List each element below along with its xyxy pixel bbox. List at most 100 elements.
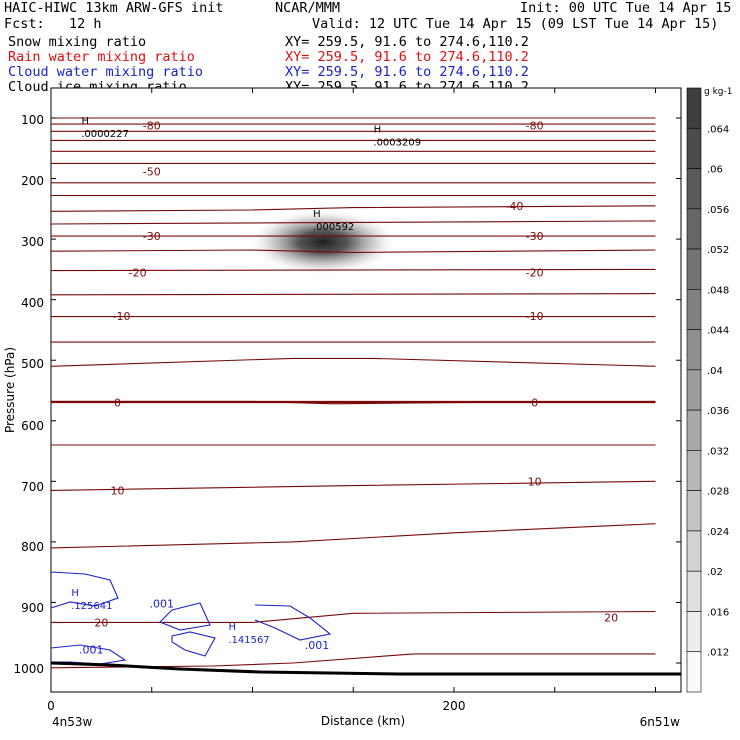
extremum-mark: H: [71, 588, 79, 599]
colorbar-segment: [686, 289, 702, 330]
colorbar-segment: [686, 611, 702, 653]
isotherm-label: -40: [505, 200, 523, 213]
colorbar-label: .056: [707, 205, 729, 216]
isotherm-label: -10: [113, 310, 131, 323]
isotherm-label: 20: [604, 612, 618, 625]
colorbar-segment: [686, 450, 702, 491]
colorbar-label: .012: [707, 648, 729, 659]
isotherm-label: -80: [143, 119, 161, 132]
isotherm-label: -30: [143, 230, 161, 243]
isotherm-label: 0: [531, 397, 538, 410]
field-cloudwater-xy: XY= 259.5, 91.6 to 274.6,110.2: [285, 64, 529, 80]
extremum-marker: H .000592: [313, 209, 354, 233]
cloud-water-contour: [50, 571, 119, 609]
plot-frame: [50, 87, 682, 693]
axis-tick-labels: 100 200 300 400 500 600 700 800 900 1000…: [3, 87, 732, 729]
y-tick-label: 600: [21, 419, 44, 433]
colorbar-label: .044: [707, 326, 729, 337]
isotherm-label: -30: [526, 230, 544, 243]
colorbar-segment: [686, 87, 702, 129]
extremum-mark: H: [313, 209, 321, 220]
y-tick-label: 400: [21, 296, 44, 310]
colorbar-label: .04: [707, 366, 723, 377]
extremum-value: .0003209: [373, 137, 421, 148]
colorbar-label: .048: [707, 285, 729, 296]
shaded-maximum: [251, 210, 396, 275]
left-endpoint-label: 4n53w: [52, 715, 93, 729]
colorbar-label: .06: [707, 165, 723, 176]
extremum-value: .0000227: [81, 129, 129, 140]
y-tick-label: 200: [21, 174, 44, 188]
y-tick-label: 100: [21, 113, 44, 127]
colorbar-segment: [686, 329, 702, 371]
isotherm-label: -10: [526, 310, 544, 323]
valid-time: Valid: 12 UTC Tue 14 Apr 15 (09 LST Tue …: [312, 16, 719, 32]
model-title: HAIC-HIWC 13km ARW-GFS init: [4, 0, 224, 16]
colorbar-segment: [686, 570, 702, 612]
colorbar-label: .036: [707, 406, 729, 417]
x-axis-label: Distance (km): [321, 714, 405, 728]
colorbar-label: .032: [707, 446, 729, 457]
y-tick-label: 300: [21, 235, 44, 249]
field-snow-xy: XY= 259.5, 91.6 to 274.6,110.2: [285, 34, 529, 50]
colorbar-unit: g kg-1: [704, 87, 732, 97]
isotherm-label: -20: [129, 266, 147, 279]
isotherm-line: [50, 205, 656, 212]
field-cloudwater-name: Cloud water mixing ratio: [8, 64, 204, 80]
terrain-line: [50, 661, 681, 676]
y-tick-label: 500: [21, 357, 44, 371]
extremum-mark: H: [81, 116, 89, 127]
colorbar-segment: [686, 409, 702, 451]
extremum-marker: H .0000227: [81, 116, 129, 140]
cloud-water-label: .001: [305, 639, 330, 652]
y-tick-label: 700: [21, 480, 44, 494]
extremum-value: .000592: [313, 222, 354, 233]
isotherm-label: 10: [528, 475, 542, 488]
y-tick-label: 900: [21, 601, 44, 615]
cloud-water-contour: [159, 602, 211, 631]
colorbar-label: .024: [707, 527, 729, 538]
isotherm-line: [50, 220, 656, 225]
colorbar-segment: [686, 168, 702, 210]
extremum-value: .141567: [228, 635, 269, 646]
y-axis-label: Pressure (hPa): [3, 347, 17, 433]
extremum-value: .125641: [71, 601, 112, 612]
isotherm-label: -50: [143, 165, 161, 178]
colorbar-segment: [686, 369, 702, 411]
colorbar-segment: [686, 530, 702, 572]
colorbar-label: .016: [707, 607, 729, 618]
forecast-hour: Fcst: 12 h: [4, 16, 102, 32]
cloud-water-label: .001: [79, 644, 104, 657]
isotherm-label: -20: [526, 266, 544, 279]
y-tick-label: 1000: [13, 662, 44, 676]
colorbar-segment: [686, 490, 702, 532]
cloud-water-contour: [254, 604, 332, 641]
x-tick-label: 0: [47, 699, 55, 713]
isotherm-label: -80: [526, 119, 544, 132]
colorbar-label: .02: [707, 567, 723, 578]
colorbar-segment: [686, 127, 702, 169]
cloud-water-contour: [50, 644, 127, 665]
isotherm-label: 20: [94, 616, 108, 629]
colorbar-label: .064: [707, 124, 729, 135]
extremum-mark: H: [229, 622, 237, 633]
isotherm-line: [51, 610, 656, 623]
isotherm-line: [50, 249, 656, 253]
field-rain-name: Rain water mixing ratio: [8, 49, 195, 65]
isotherm-line: [50, 268, 656, 272]
isotherm-line: [50, 293, 656, 296]
colorbar-label: .052: [707, 245, 729, 256]
cloud-water-label: .001: [150, 598, 175, 611]
isotherm-label: 0: [114, 397, 121, 410]
extremum-marker: H .0003209: [373, 124, 421, 148]
extremum-marker: H .141567: [228, 622, 269, 646]
colorbar-segment: [686, 248, 702, 290]
cloud-water-contour: [171, 631, 216, 657]
y-tick-label: 800: [21, 540, 44, 554]
field-snow-name: Snow mixing ratio: [8, 34, 147, 50]
colorbar-segment: [686, 651, 702, 693]
x-tick-label: 200: [443, 699, 466, 713]
isotherm-line: [50, 480, 656, 491]
